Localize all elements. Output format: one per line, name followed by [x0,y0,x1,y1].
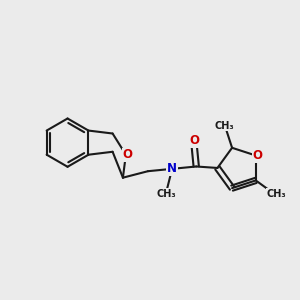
Text: CH₃: CH₃ [157,189,177,199]
Text: O: O [189,134,199,147]
Text: O: O [252,149,262,162]
Text: CH₃: CH₃ [214,121,234,131]
Text: O: O [122,148,132,161]
Text: CH₃: CH₃ [266,189,286,199]
Text: N: N [167,162,177,175]
